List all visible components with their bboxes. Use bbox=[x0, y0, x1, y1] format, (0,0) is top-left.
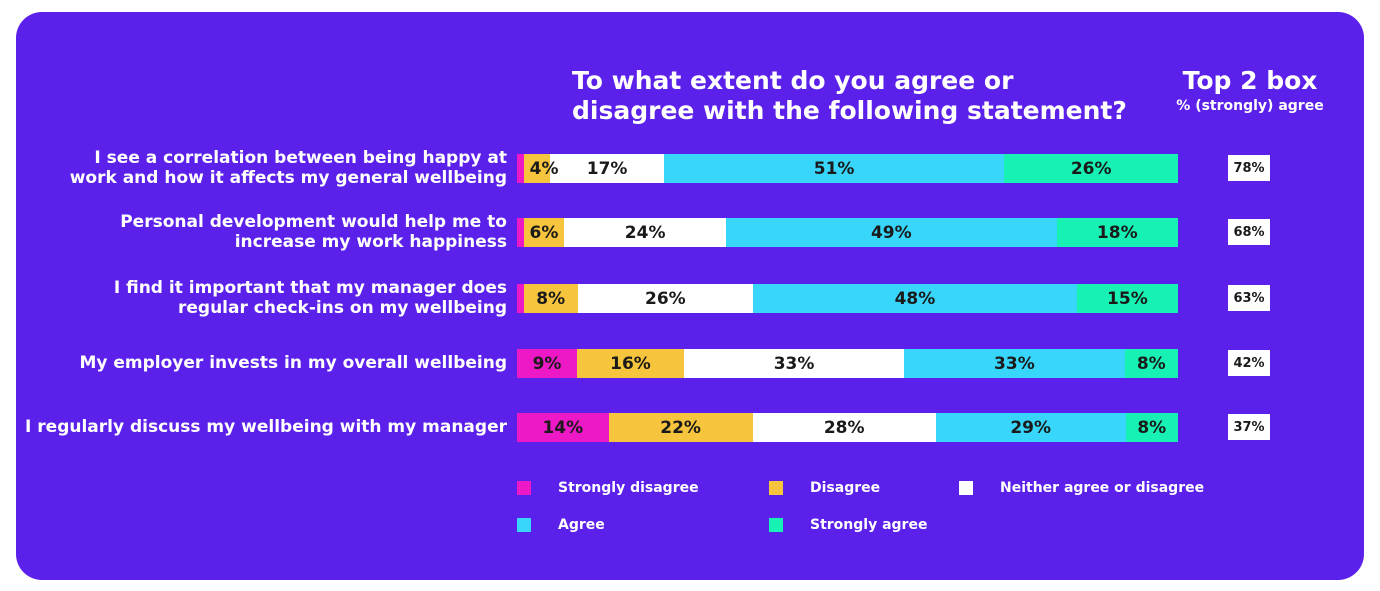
bar-segment-agree: 33% bbox=[904, 349, 1125, 378]
top2-box-value: 63% bbox=[1228, 285, 1270, 311]
bar-segment-agree: 29% bbox=[935, 413, 1126, 442]
bar-segment-neither: 33% bbox=[683, 349, 905, 378]
data-label: 33% bbox=[994, 353, 1035, 374]
category-label: Personal development would help me to inc… bbox=[120, 212, 507, 252]
legend-swatch bbox=[769, 518, 783, 532]
category-label: My employer invests in my overall wellbe… bbox=[79, 353, 507, 373]
data-label: 26% bbox=[1070, 158, 1112, 179]
legend-label: Agree bbox=[558, 517, 605, 533]
top2-box-title: Top 2 box bbox=[1182, 66, 1318, 95]
stacked-bar: 14% 22% 28% 29% 8% bbox=[517, 413, 1178, 442]
data-label: 8% bbox=[1137, 417, 1167, 438]
legend-item-neither: Neither agree or disagree bbox=[959, 480, 1204, 496]
legend-label: Disagree bbox=[810, 480, 881, 496]
data-label: 6% bbox=[529, 222, 559, 243]
bar-segment-disagree: 4% bbox=[523, 154, 559, 183]
data-label: 48% bbox=[894, 288, 936, 309]
bar-segment-strongly-disagree: 9% bbox=[517, 349, 578, 378]
bar-segment-disagree: 8% bbox=[523, 284, 578, 313]
bar-segment-strongly-agree: 8% bbox=[1125, 413, 1178, 442]
data-label: 14% bbox=[542, 417, 584, 438]
stacked-bar: 6% 24% 49% 18% bbox=[517, 218, 1178, 247]
bar-segment-strongly-disagree bbox=[517, 284, 524, 313]
stacked-bar: 4% 17% 51% 26% bbox=[517, 154, 1178, 183]
bar-segment-neither: 24% bbox=[564, 218, 727, 247]
bar-segment-neither: 26% bbox=[577, 284, 754, 313]
bar-segment-strongly-disagree bbox=[517, 154, 524, 183]
legend-item-strongly-disagree: Strongly disagree bbox=[517, 480, 699, 496]
legend-label: Strongly agree bbox=[810, 517, 928, 533]
data-label: 15% bbox=[1107, 288, 1148, 309]
data-label: 8% bbox=[536, 288, 566, 309]
data-label: 17% bbox=[586, 158, 628, 179]
top2-box-subtitle: % (strongly) agree bbox=[1176, 98, 1324, 114]
bar-segment-disagree: 22% bbox=[608, 413, 753, 442]
data-label: 4% bbox=[529, 158, 559, 179]
bar-segment-strongly-disagree bbox=[517, 218, 524, 247]
stacked-bar: 9% 16% 33% 33% 8% bbox=[517, 349, 1178, 378]
data-label: 49% bbox=[870, 222, 912, 243]
bar-segment-strongly-agree: 18% bbox=[1056, 218, 1178, 247]
data-label: 24% bbox=[624, 222, 666, 243]
data-label: 33% bbox=[773, 353, 815, 374]
data-label: 9% bbox=[532, 353, 562, 374]
data-label: 22% bbox=[660, 417, 701, 438]
data-label: 26% bbox=[645, 288, 686, 309]
chart-title: To what extent do you agree or disagree … bbox=[572, 66, 1127, 125]
top2-box-value: 68% bbox=[1228, 219, 1270, 245]
bar-segment-strongly-agree: 26% bbox=[1004, 154, 1178, 183]
bar-segment-strongly-disagree: 14% bbox=[517, 413, 609, 442]
legend-label: Strongly disagree bbox=[558, 480, 699, 496]
legend-label: Neither agree or disagree bbox=[1000, 480, 1205, 496]
legend-swatch bbox=[517, 518, 531, 532]
bar-segment-neither: 28% bbox=[752, 413, 936, 442]
legend-item-agree: Agree bbox=[517, 517, 605, 533]
stacked-bar: 8% 26% 48% 15% bbox=[517, 284, 1178, 313]
legend-swatch bbox=[959, 481, 973, 495]
top2-box-value: 37% bbox=[1228, 414, 1270, 440]
data-label: 18% bbox=[1096, 222, 1138, 243]
data-label: 51% bbox=[813, 158, 855, 179]
legend-swatch bbox=[517, 481, 531, 495]
data-label: 16% bbox=[610, 353, 651, 374]
category-label: I see a correlation between being happy … bbox=[69, 148, 507, 188]
bar-segment-strongly-agree: 15% bbox=[1076, 284, 1178, 313]
data-label: 28% bbox=[823, 417, 865, 438]
bar-segment-neither: 17% bbox=[550, 154, 664, 183]
bar-segment-agree: 51% bbox=[663, 154, 1005, 183]
top2-box-value: 42% bbox=[1228, 350, 1270, 376]
category-label: I find it important that my manager does… bbox=[113, 278, 507, 318]
bar-segment-agree: 49% bbox=[726, 218, 1057, 247]
bar-segment-disagree: 16% bbox=[577, 349, 684, 378]
legend-item-strongly-agree: Strongly agree bbox=[769, 517, 927, 533]
top2-box-value: 78% bbox=[1228, 155, 1270, 181]
category-label: I regularly discuss my wellbeing with my… bbox=[25, 417, 507, 437]
data-label: 29% bbox=[1010, 417, 1052, 438]
legend-item-disagree: Disagree bbox=[769, 480, 880, 496]
bar-segment-strongly-agree: 8% bbox=[1124, 349, 1178, 378]
bar-segment-disagree: 6% bbox=[523, 218, 565, 247]
legend-swatch bbox=[769, 481, 783, 495]
data-label: 8% bbox=[1136, 353, 1166, 374]
bar-segment-agree: 48% bbox=[753, 284, 1077, 313]
